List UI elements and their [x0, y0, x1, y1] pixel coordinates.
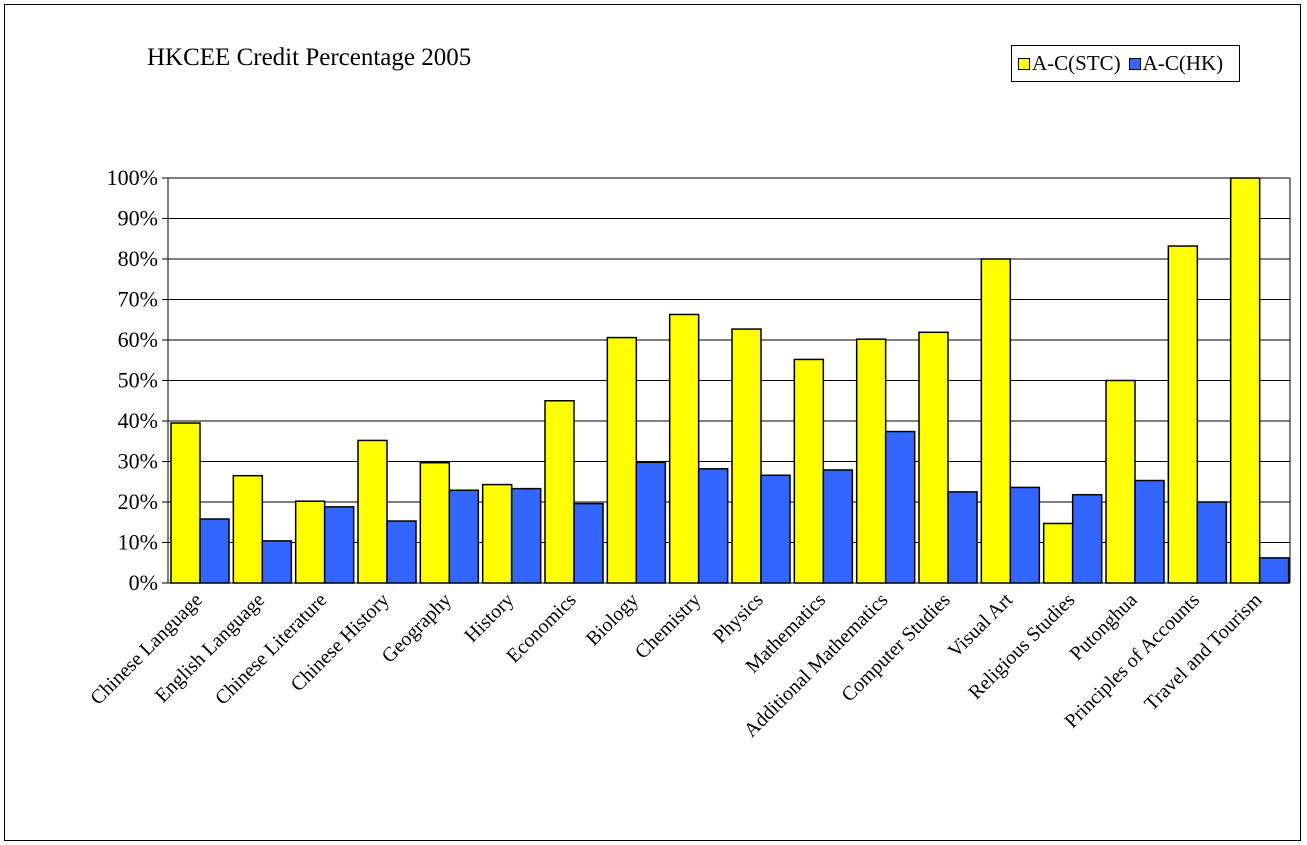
- bar: [419, 461, 451, 584]
- x-tick-label: Religious Studies: [964, 589, 1079, 704]
- bar: [1134, 479, 1165, 584]
- x-tick-label: Chemistry: [631, 589, 705, 663]
- bar: [199, 518, 230, 584]
- legend-label-hk: A-C(HK): [1142, 51, 1224, 75]
- bar: [980, 258, 1012, 584]
- x-tick-label: Computer Studies: [837, 589, 954, 706]
- bar: [448, 489, 480, 584]
- bar: [510, 487, 542, 584]
- y-tick-label: 20%: [118, 489, 158, 514]
- y-tick-label: 90%: [118, 206, 158, 231]
- bar: [1071, 493, 1103, 584]
- y-tick-label: 100%: [107, 165, 158, 190]
- x-tick-label: History: [460, 589, 518, 647]
- x-tick-label: Biology: [582, 589, 643, 650]
- y-tick-label: 10%: [118, 530, 158, 555]
- x-tick-label: English Language: [151, 589, 269, 707]
- legend-item-hk: A-C(HK): [1128, 51, 1224, 76]
- bar: [323, 506, 355, 584]
- chart-frame: [4, 4, 1301, 841]
- bar: [1196, 501, 1228, 584]
- bar: [947, 491, 978, 584]
- bar: [884, 430, 916, 584]
- bar: [1009, 486, 1041, 584]
- bar: [697, 468, 729, 584]
- bar: [573, 502, 604, 584]
- y-tick-label: 50%: [118, 368, 158, 393]
- bar: [1258, 557, 1290, 584]
- bar: [731, 328, 762, 584]
- x-tick-label: Chinese Language: [86, 589, 206, 709]
- y-tick-label: 70%: [118, 287, 158, 312]
- x-tick-label: Physics: [709, 589, 768, 648]
- x-tick-label: Chinese Literature: [211, 589, 331, 709]
- bar: [170, 422, 201, 584]
- bar: [760, 474, 791, 584]
- bar: [261, 540, 293, 584]
- bar: [481, 483, 513, 584]
- bar: [357, 439, 388, 584]
- legend: A-C(STC) A-C(HK): [1011, 45, 1240, 82]
- legend-swatch-hk: [1128, 57, 1141, 70]
- bar: [606, 336, 638, 584]
- bar: [918, 331, 949, 584]
- chart-title: HKCEE Credit Percentage 2005: [147, 44, 472, 71]
- bar: [793, 358, 825, 584]
- bar: [635, 461, 667, 584]
- y-tick-label: 60%: [118, 327, 158, 352]
- y-tick-label: 0%: [129, 570, 158, 595]
- y-tick-label: 80%: [118, 246, 158, 271]
- bar: [822, 469, 854, 584]
- bar: [1105, 379, 1136, 584]
- bar: [294, 500, 326, 584]
- bar: [1042, 522, 1074, 584]
- bar: [544, 400, 575, 584]
- bar: [1229, 177, 1261, 584]
- legend-item-stc: A-C(STC): [1018, 51, 1121, 76]
- x-tick-label: Travel and Tourism: [1140, 589, 1266, 715]
- bar: [855, 338, 887, 584]
- bar: [232, 474, 264, 584]
- y-tick-label: 30%: [118, 449, 158, 474]
- y-tick-label: 40%: [118, 408, 158, 433]
- legend-label-stc: A-C(STC): [1032, 51, 1121, 75]
- legend-swatch-stc: [1018, 57, 1030, 70]
- bar: [1167, 245, 1199, 584]
- bar: [386, 520, 417, 584]
- bar: [668, 313, 700, 584]
